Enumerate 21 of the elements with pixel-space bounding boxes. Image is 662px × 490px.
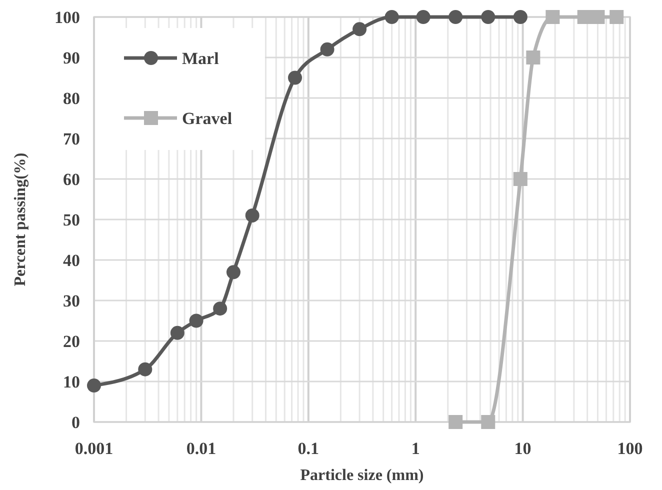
y-tick-label: 90 — [63, 48, 80, 68]
x-tick-label: 0.01 — [186, 439, 216, 458]
y-tick-label: 70 — [63, 130, 80, 148]
y-tick-label: 20 — [63, 332, 80, 351]
legend-label: Marl — [182, 49, 220, 68]
y-tick-label: 100 — [54, 8, 80, 27]
y-tick-label: 80 — [63, 89, 80, 108]
y-tick-label: 40 — [63, 251, 80, 270]
x-axis-title: Particle size (mm) — [300, 467, 424, 484]
y-tick-label: 10 — [63, 372, 80, 392]
y-tick-label: 60 — [63, 170, 80, 189]
x-tick-label: 100 — [617, 439, 643, 458]
x-tick-label: 0.1 — [298, 439, 320, 458]
y-axis-title: Percent passing(%) — [12, 152, 29, 286]
y-tick-label: 0 — [72, 413, 80, 432]
y-tick-label: 30 — [63, 292, 80, 310]
x-tick-label: 10 — [514, 439, 532, 458]
y-tick-label: 50 — [63, 210, 80, 230]
x-tick-label: 0.001 — [74, 439, 114, 458]
x-tick-label: 1 — [411, 439, 420, 458]
legend-label: Gravel — [182, 109, 232, 128]
